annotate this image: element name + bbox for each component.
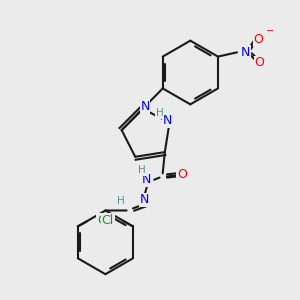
Text: N: N <box>140 100 150 113</box>
Text: O: O <box>177 168 187 181</box>
Text: Cl: Cl <box>97 214 109 226</box>
Text: N: N <box>163 114 172 127</box>
Text: −: − <box>266 26 274 36</box>
Text: Cl: Cl <box>102 214 114 226</box>
Text: O: O <box>253 33 263 46</box>
Text: H: H <box>138 165 146 175</box>
Text: H: H <box>117 196 125 206</box>
Text: +: + <box>251 40 258 49</box>
Text: H: H <box>156 108 164 118</box>
Text: N: N <box>241 46 250 59</box>
Text: O: O <box>254 56 264 70</box>
Text: N: N <box>140 194 149 206</box>
Text: N: N <box>142 173 152 186</box>
